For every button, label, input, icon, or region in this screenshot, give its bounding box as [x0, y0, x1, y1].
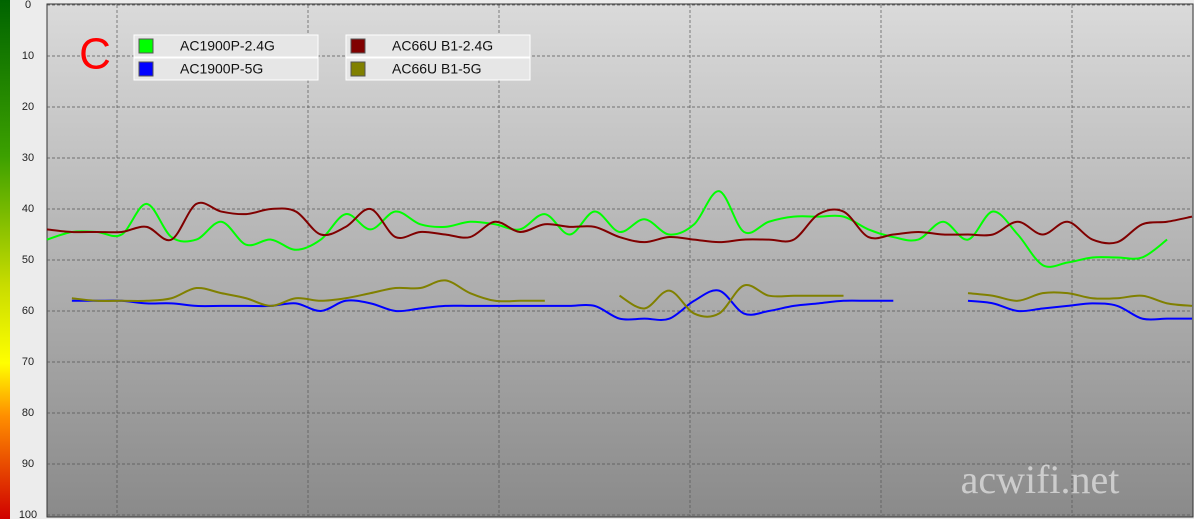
- y-tick-label: 40: [22, 203, 34, 215]
- y-tick-label: 100: [19, 509, 37, 519]
- legend-item-bg: [133, 34, 319, 58]
- legend-swatch: [138, 61, 154, 77]
- y-tick-label: 90: [22, 458, 34, 470]
- legend-item-bg: [345, 34, 531, 58]
- y-tick-label: 50: [22, 254, 34, 266]
- legend-label: AC66U B1-5G: [392, 61, 481, 77]
- legend-label: AC1900P-5G: [180, 61, 263, 77]
- legend-item-bg: [133, 57, 319, 81]
- series-line: [46, 190, 1168, 268]
- legend-item-bg: [345, 57, 531, 81]
- annotation: C: [79, 30, 111, 79]
- y-tick-label: 80: [22, 407, 34, 419]
- legend-swatch: [350, 61, 366, 77]
- series-line: [71, 279, 1193, 318]
- plot-area: [46, 3, 1194, 518]
- legend-label: AC66U B1-2.4G: [392, 38, 493, 54]
- legend-swatch: [350, 38, 366, 54]
- y-tick-label: 70: [22, 356, 34, 368]
- legend-label: AC1900P-2.4G: [180, 38, 275, 54]
- y-tick-label: 20: [22, 101, 34, 113]
- y-tick-label: 60: [22, 305, 34, 317]
- y-tick-label: 0: [25, 0, 31, 11]
- series-line: [46, 201, 1193, 245]
- y-tick-label: 10: [22, 50, 34, 62]
- watermark: acwifi.net: [961, 457, 1120, 502]
- series-line: [71, 289, 1192, 321]
- legend-swatch: [138, 38, 154, 54]
- signal-bar: [0, 0, 10, 519]
- y-tick-label: 30: [22, 152, 34, 164]
